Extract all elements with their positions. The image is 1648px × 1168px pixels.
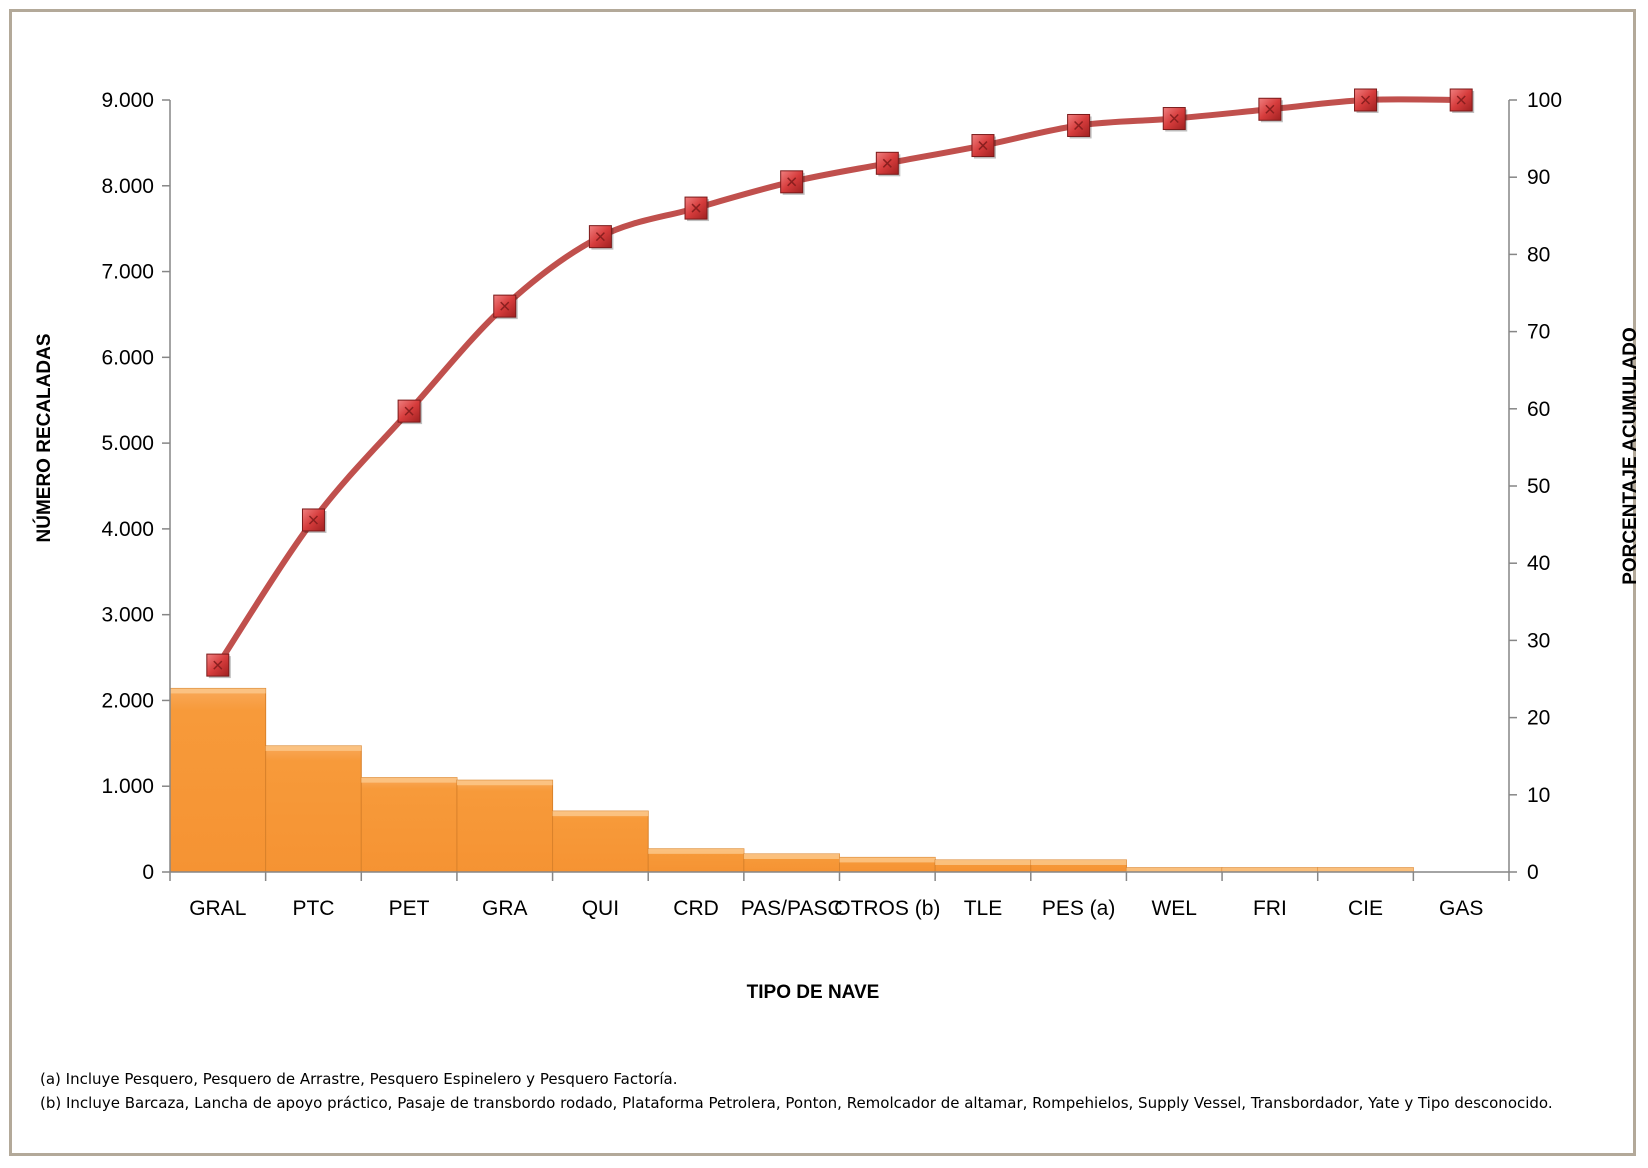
x-tick-label: PAS/PASC bbox=[741, 897, 843, 920]
y-tick-label: 0 bbox=[142, 861, 154, 884]
x-tick-label: GAS bbox=[1439, 897, 1483, 920]
marker-cross bbox=[308, 515, 318, 525]
y2-axis-title: PORCENTAJE ACUMULADO bbox=[1620, 327, 1641, 585]
x-tick-label: TLE bbox=[964, 897, 1003, 920]
y2-tick-label: 50 bbox=[1527, 475, 1550, 498]
y-tick-label: 7.000 bbox=[101, 261, 154, 284]
bar-highlight bbox=[170, 688, 266, 694]
y2-tick-label: 10 bbox=[1527, 784, 1550, 807]
bar-series bbox=[169, 687, 1414, 873]
bar bbox=[456, 779, 554, 873]
footnote-b: (b) Incluye Barcaza, Lancha de apoyo prá… bbox=[40, 1094, 1553, 1112]
bar-highlight bbox=[1317, 867, 1414, 872]
x-tick-label: WEL bbox=[1151, 897, 1197, 920]
bar bbox=[265, 745, 362, 873]
footnote-a: (a) Incluye Pesquero, Pesquero de Arrast… bbox=[40, 1070, 678, 1088]
marker-cross bbox=[978, 141, 988, 151]
chart-frame bbox=[9, 9, 1636, 1156]
bar bbox=[169, 687, 267, 873]
bar-highlight bbox=[456, 780, 553, 786]
marker-cross bbox=[404, 406, 414, 416]
y-tick-label: 3.000 bbox=[101, 604, 154, 627]
marker-cross bbox=[500, 301, 510, 311]
x-tick-label: OTROS (b) bbox=[834, 897, 940, 920]
marker-cross bbox=[213, 660, 223, 670]
y2-tick-label: 90 bbox=[1527, 166, 1550, 189]
tick-labels: 0 1.000 2.000 3.000 4.000 5.000 6.000 7.000 8.00… bbox=[101, 89, 1562, 920]
marker-cross bbox=[595, 232, 605, 242]
y-tick-label: 2.000 bbox=[101, 689, 154, 712]
y2-tick-label: 40 bbox=[1527, 552, 1550, 575]
x-tick-label: PTC bbox=[292, 897, 334, 920]
x-tick-label: CIE bbox=[1348, 897, 1383, 920]
bar-highlight bbox=[552, 811, 649, 817]
x-axis-title: TIPO DE NAVE bbox=[747, 982, 880, 1003]
x-tick-label: PET bbox=[389, 897, 430, 920]
bar-highlight bbox=[743, 853, 840, 859]
bar-highlight bbox=[648, 848, 744, 854]
bar-highlight bbox=[839, 857, 936, 863]
x-tick-label: FRI bbox=[1253, 897, 1287, 920]
axes bbox=[162, 99, 1517, 881]
y2-tick-label: 30 bbox=[1527, 629, 1550, 652]
x-tick-label: GRAL bbox=[189, 897, 246, 920]
x-tick-label: CRD bbox=[673, 897, 719, 920]
marker-cross bbox=[882, 158, 892, 168]
marker-cross bbox=[1074, 120, 1084, 131]
bar-highlight bbox=[1222, 867, 1318, 872]
y-tick-label: 6.000 bbox=[101, 346, 154, 369]
marker-cross bbox=[1361, 95, 1371, 105]
x-tick-label: PES (a) bbox=[1042, 897, 1116, 920]
y-tick-label: 1.000 bbox=[101, 775, 154, 798]
y2-tick-label: 80 bbox=[1527, 243, 1550, 266]
marker-cross bbox=[787, 177, 797, 187]
y-tick-label: 5.000 bbox=[101, 432, 154, 455]
bar-highlight bbox=[265, 745, 362, 751]
marker-cross bbox=[1456, 95, 1466, 105]
cumulative-line-series bbox=[206, 88, 1475, 679]
y-tick-label: 8.000 bbox=[101, 175, 154, 198]
y2-tick-label: 100 bbox=[1527, 89, 1562, 112]
y-tick-label: 4.000 bbox=[101, 518, 154, 541]
y-axis-title: NÚMERO RECALADAS bbox=[33, 334, 55, 543]
y2-tick-label: 70 bbox=[1527, 321, 1550, 344]
y2-tick-label: 0 bbox=[1527, 861, 1539, 884]
y2-tick-label: 60 bbox=[1527, 398, 1550, 421]
y-tick-label: 9.000 bbox=[101, 89, 154, 112]
y2-tick-label: 20 bbox=[1527, 707, 1550, 730]
footnotes: (a) Incluye Pesquero, Pesquero de Arrast… bbox=[40, 1067, 1610, 1115]
bar bbox=[552, 810, 649, 873]
marker-cross bbox=[691, 203, 701, 213]
bar-highlight bbox=[361, 777, 457, 783]
bar-highlight bbox=[1126, 867, 1223, 872]
x-tick-label: GRA bbox=[482, 897, 528, 920]
marker-cross bbox=[1169, 113, 1179, 124]
bar-highlight bbox=[935, 859, 1031, 865]
pareto-chart: 0 1.000 2.000 3.000 4.000 5.000 6.000 7.000 8.00… bbox=[33, 88, 1641, 1003]
marker-cross bbox=[1265, 104, 1275, 114]
cumulative-line bbox=[215, 96, 1462, 667]
bar-highlight bbox=[1030, 859, 1127, 865]
bar bbox=[360, 777, 458, 873]
x-tick-label: QUI bbox=[582, 897, 619, 920]
